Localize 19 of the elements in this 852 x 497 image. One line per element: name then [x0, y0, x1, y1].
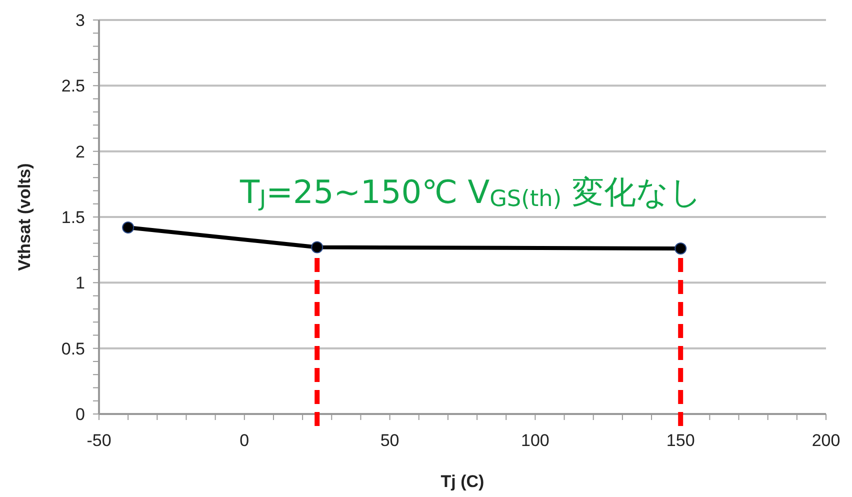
y-tick-label: 2: [76, 142, 85, 162]
y-axis-title: Vthsat (volts): [15, 163, 34, 271]
x-tick-label: 50: [380, 431, 400, 450]
y-tick-label: 0: [76, 404, 85, 424]
y-tick-label: 0.5: [61, 339, 85, 358]
y-tick-label: 3: [76, 10, 85, 30]
x-tick-label: 200: [812, 431, 840, 450]
point: [311, 241, 324, 254]
x-axis-title: Tj (C): [440, 472, 484, 491]
x-tick-label: 100: [521, 431, 550, 450]
x-tick-label: 0: [240, 431, 250, 450]
y-tick-label: 1: [76, 274, 85, 293]
annotation: T$_{J}$=25~150℃ V$_{GS(th)}$ 変化なし: [239, 173, 702, 212]
x-tick-label: -50: [86, 431, 112, 450]
y-tick-label: 1.5: [61, 208, 85, 227]
point: [122, 222, 134, 234]
y-tick-label: 2.5: [61, 76, 85, 96]
x-tick-label: 150: [666, 431, 695, 450]
point: [674, 242, 687, 255]
